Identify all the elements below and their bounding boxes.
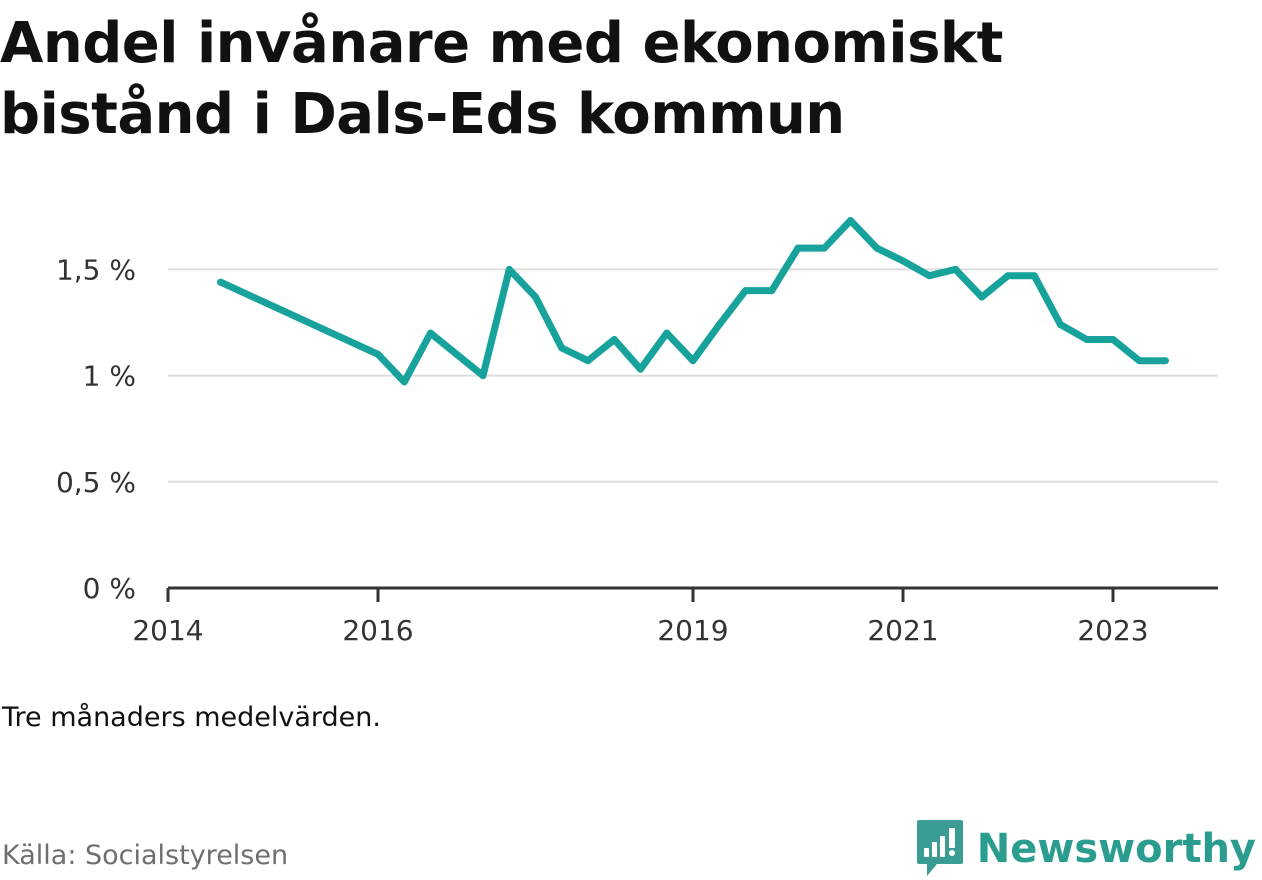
data-point bbox=[768, 287, 776, 295]
data-point bbox=[663, 329, 671, 337]
newsworthy-logo[interactable]: Newsworthy bbox=[915, 818, 1256, 880]
chart-title: Andel invånare med ekonomiskt bistånd i … bbox=[0, 11, 1003, 147]
y-tick-label: 0,5 % bbox=[56, 466, 136, 499]
x-tick-label: 2021 bbox=[867, 614, 938, 647]
series-layer bbox=[217, 217, 1169, 386]
x-tick-label: 2023 bbox=[1077, 614, 1148, 647]
x-axis bbox=[166, 586, 1218, 602]
x-axis-labels: 2014 2016 2019 2021 2023 bbox=[132, 614, 1148, 647]
data-point bbox=[532, 293, 539, 301]
chart-note: Tre månaders medelvärden. bbox=[2, 702, 381, 733]
gridlines bbox=[168, 268, 1218, 483]
data-point bbox=[925, 272, 933, 280]
data-point bbox=[1135, 357, 1143, 365]
data-point bbox=[610, 336, 618, 343]
data-point bbox=[1030, 272, 1038, 280]
x-tick-label: 2014 bbox=[132, 614, 203, 647]
data-point bbox=[505, 265, 513, 273]
data-point bbox=[427, 329, 434, 337]
x-tick-label: 2016 bbox=[342, 614, 413, 647]
data-point bbox=[689, 357, 697, 365]
source-text: Källa: Socialstyrelsen bbox=[2, 840, 289, 871]
newsworthy-logo-icon bbox=[916, 820, 963, 876]
data-point bbox=[715, 321, 723, 329]
data-point bbox=[217, 278, 224, 286]
data-point bbox=[637, 365, 644, 373]
data-point bbox=[584, 357, 592, 365]
y-tick-label: 1 % bbox=[83, 360, 136, 393]
line-chart: 0 % 0,5 % 1 % 1,5 % 2014 2016 2019 2021 2023 bbox=[56, 217, 1218, 647]
data-point bbox=[820, 244, 828, 252]
data-point bbox=[1004, 272, 1012, 280]
brand-name: Newsworthy bbox=[976, 826, 1256, 872]
data-point bbox=[1057, 321, 1064, 329]
data-point bbox=[794, 244, 802, 252]
data-point bbox=[400, 378, 408, 386]
data-point bbox=[978, 293, 986, 301]
data-point bbox=[899, 257, 907, 265]
data-point bbox=[873, 244, 881, 252]
y-tick-label: 1,5 % bbox=[56, 253, 136, 286]
data-point bbox=[479, 372, 487, 380]
data-point bbox=[742, 287, 749, 295]
x-tick-label: 2019 bbox=[657, 614, 728, 647]
data-point bbox=[1083, 336, 1091, 343]
y-axis-labels: 0 % 0,5 % 1 % 1,5 % bbox=[56, 253, 136, 605]
data-point bbox=[1162, 357, 1169, 365]
data-point bbox=[558, 344, 566, 352]
data-point bbox=[1109, 336, 1117, 343]
data-point bbox=[374, 350, 382, 358]
y-tick-label: 0 % bbox=[83, 572, 136, 605]
data-point bbox=[847, 217, 854, 224]
data-point bbox=[952, 265, 959, 273]
